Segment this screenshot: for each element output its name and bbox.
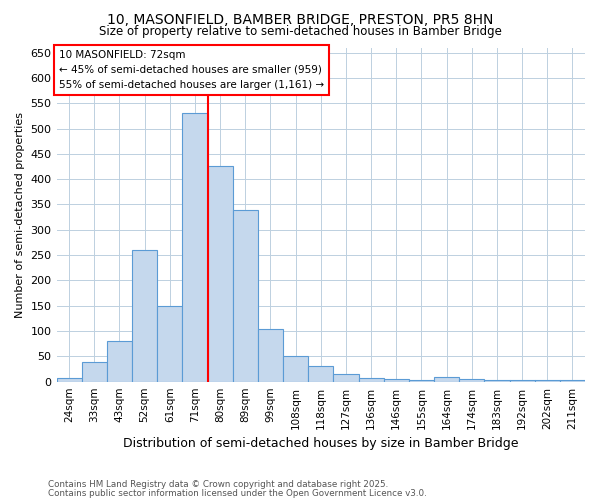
Bar bbox=[535, 380, 560, 382]
Bar bbox=[359, 378, 383, 382]
Text: 10, MASONFIELD, BAMBER BRIDGE, PRESTON, PR5 8HN: 10, MASONFIELD, BAMBER BRIDGE, PRESTON, … bbox=[107, 12, 493, 26]
Text: Contains public sector information licensed under the Open Government Licence v3: Contains public sector information licen… bbox=[48, 488, 427, 498]
Bar bbox=[484, 380, 509, 382]
Bar bbox=[560, 380, 585, 382]
X-axis label: Distribution of semi-detached houses by size in Bamber Bridge: Distribution of semi-detached houses by … bbox=[123, 437, 518, 450]
Text: Size of property relative to semi-detached houses in Bamber Bridge: Size of property relative to semi-detach… bbox=[98, 25, 502, 38]
Bar bbox=[258, 328, 283, 382]
Bar bbox=[233, 210, 258, 382]
Bar bbox=[283, 356, 308, 382]
Y-axis label: Number of semi-detached properties: Number of semi-detached properties bbox=[15, 112, 25, 318]
Bar bbox=[182, 114, 208, 382]
Text: Contains HM Land Registry data © Crown copyright and database right 2025.: Contains HM Land Registry data © Crown c… bbox=[48, 480, 388, 489]
Bar bbox=[459, 379, 484, 382]
Bar bbox=[82, 362, 107, 382]
Bar bbox=[56, 378, 82, 382]
Bar bbox=[334, 374, 359, 382]
Bar bbox=[383, 379, 409, 382]
Bar bbox=[308, 366, 334, 382]
Bar bbox=[409, 380, 434, 382]
Bar bbox=[509, 380, 535, 382]
Bar bbox=[208, 166, 233, 382]
Bar bbox=[107, 341, 132, 382]
Bar bbox=[434, 376, 459, 382]
Text: 10 MASONFIELD: 72sqm
← 45% of semi-detached houses are smaller (959)
55% of semi: 10 MASONFIELD: 72sqm ← 45% of semi-detac… bbox=[59, 50, 324, 90]
Bar bbox=[132, 250, 157, 382]
Bar bbox=[157, 306, 182, 382]
